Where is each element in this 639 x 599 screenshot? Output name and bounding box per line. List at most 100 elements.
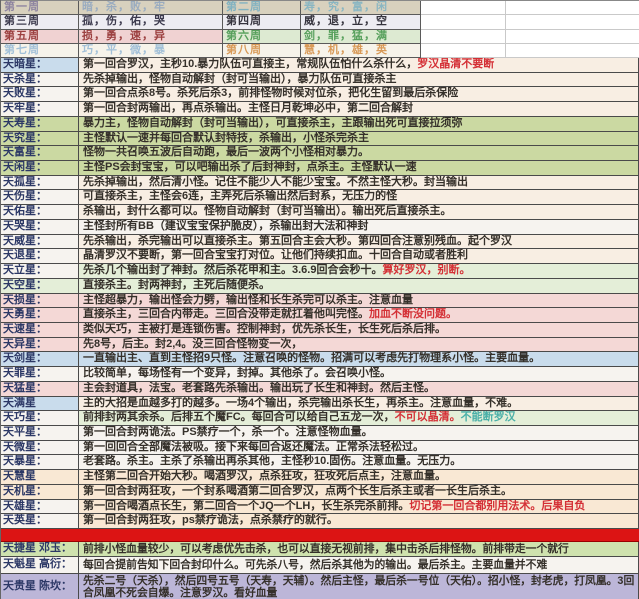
star-row: 天究星： 主怪默认一速并每回合默认封特技，杀输出，小怪杀完杀主 <box>1 131 639 147</box>
empty-grid-cell[interactable] <box>421 43 506 58</box>
star-name-cell[interactable]: 天哭星： <box>1 219 79 235</box>
star-desc-cell[interactable]: 主怪第二回合开始大秒。喝酒罗汉，点杀狂攻，狂攻死后点主，注意血量。 <box>79 470 639 485</box>
week-cell[interactable]: 慧，机，雄，英 <box>301 43 421 58</box>
star-name-cell[interactable]: 天巧星： <box>1 411 79 426</box>
boss-desc-cell[interactable]: 每回合提前告知下回合封印什么。可先杀八号，然后杀其他为的输出。最后杀主。主要血量… <box>79 557 639 574</box>
star-desc-cell[interactable]: 比较简单，每场怪有一个变异，封掉。其他杀了。会召唤小怪。 <box>79 367 639 382</box>
week-cell[interactable]: 损，勇，速，异 <box>79 29 223 44</box>
star-name-cell[interactable]: 天牢星： <box>1 102 79 117</box>
week-cell[interactable]: 第一周 <box>1 1 79 16</box>
week-cell[interactable]: 剑，罪，猛，满 <box>301 29 421 44</box>
empty-grid-cell[interactable] <box>506 29 639 44</box>
star-name-cell[interactable]: 天慧星 <box>1 470 79 485</box>
star-desc-cell[interactable]: 第一回合喝酒点长生，第二回合一个JQ一个LH，长生杀完杀前排。切记第一回合都别用… <box>79 499 639 515</box>
star-name-cell[interactable]: 天寿星： <box>1 116 79 132</box>
star-name-cell[interactable]: 天速星： <box>1 322 79 338</box>
star-row: 天满星 主的大招是血越多打的越多。一场4个输出，杀完输出杀长生，再杀主。注意血量，… <box>1 396 639 412</box>
star-desc-cell[interactable]: 暴力主，怪物自动解封（封可当输出），可直接杀主，主跟输出死可直接拉须弥 <box>79 116 639 132</box>
week-cell[interactable]: 第三周 <box>1 15 79 30</box>
star-row: 天寿星： 暴力主，怪物自动解封（封可当输出），可直接杀主，主跟输出死可直接拉须弥 <box>1 116 639 132</box>
star-desc-cell[interactable]: 直接杀主，三回合内带走。三回合没带走就扛着他叫完怪。加血不断没问题。 <box>79 308 639 323</box>
week-cell[interactable]: 暗，杀，败，牢 <box>79 1 223 16</box>
week-cell[interactable]: 巧，平，微，暴 <box>79 43 223 58</box>
star-desc-cell[interactable]: 第一回合封两狂攻，ps禁疗诡法，点杀禁疗的就行。 <box>79 514 639 529</box>
star-name-cell[interactable]: 天孤星： <box>1 175 79 191</box>
star-desc-cell[interactable]: 主会封道具，法宝。老套路先杀输出。输出玩了长生和神封。然后主怪。 <box>79 381 639 397</box>
week-cell[interactable]: 第四周 <box>223 15 301 30</box>
star-name-cell[interactable]: 天究星： <box>1 131 79 147</box>
star-desc-cell[interactable]: 先杀输出，杀完输出可以直接杀主。第五回合主会大秒。第四回合注意别残血。起个罗汉 <box>79 234 639 250</box>
star-name-cell[interactable]: 天猛星： <box>1 381 79 397</box>
week-row: 第一周 暗，杀，败，牢 第二周 寿，究，富，闲 <box>1 1 639 16</box>
star-desc-cell[interactable]: 主怪PS会封宝宝，可以吧输出杀了后封神封，点杀主。主怪默认一速 <box>79 161 639 176</box>
star-name-cell[interactable]: 天满星 <box>1 396 79 412</box>
week-cell[interactable]: 威，退，立，空 <box>301 15 421 30</box>
star-name-cell[interactable]: 天杀星： <box>1 72 79 88</box>
star-name-cell[interactable]: 天微星： <box>1 440 79 456</box>
week-cell[interactable]: 第二周 <box>223 1 301 16</box>
star-name-cell[interactable]: 天机星： <box>1 484 79 500</box>
star-desc-cell[interactable]: 主怪超暴力，输出怪会力劈，输出怪和长生杀完可以杀主。注意血量 <box>79 293 639 309</box>
star-desc-cell[interactable]: 第一回合封两诡法。PS禁疗一个，杀一个。注意怪物血量。 <box>79 425 639 441</box>
star-name-cell[interactable]: 天损星： <box>1 293 79 309</box>
star-desc-cell[interactable]: 先杀掉输出，然后清小怪。记住不能少人不能少宝宝。不然主怪大秒。封当输出 <box>79 175 639 191</box>
star-name-cell[interactable]: 天威星： <box>1 234 79 250</box>
empty-grid-cell[interactable] <box>421 29 506 44</box>
star-name-cell[interactable]: 天空星： <box>1 278 79 294</box>
star-desc-cell[interactable]: 杀输出，封什么都可以。怪物自动解封（封可当输出）。输出死后直接杀主。 <box>79 205 639 220</box>
star-desc-cell[interactable]: 类似天巧，主被打是连锁伤害。控制神封，优先杀长生，长生死后杀后排。 <box>79 322 639 338</box>
star-desc-cell[interactable]: 先8号，后主。封2,4。没三回合怪物变一次， <box>79 337 639 353</box>
star-name-cell[interactable]: 天伤星： <box>1 190 79 206</box>
star-desc-cell[interactable]: 老套路。杀主。主杀了杀输出再杀其他，主怪秒10.固伤。注意血量。无压力。 <box>79 455 639 471</box>
star-name-cell[interactable]: 天勇星： <box>1 308 79 323</box>
star-desc-cell[interactable]: 第一回合点杀8号。杀死后杀3，前排怪物时候对位杀，把化生留到最后杀保险 <box>79 87 639 103</box>
star-name-cell[interactable]: 天立星： <box>1 264 79 279</box>
star-name-cell[interactable]: 天败星： <box>1 87 79 103</box>
star-desc-cell[interactable]: 先杀掉输出，怪物自动解封（封可当输出），暴力队伍可直接杀主 <box>79 72 639 88</box>
empty-grid-cell[interactable] <box>506 15 639 30</box>
star-name-cell[interactable]: 天退星： <box>1 249 79 265</box>
star-desc-cell[interactable]: 第一回合罗汉，主秒10.暴力队伍可直接主，常规队伍怕什么杀什么，罗汉晶清不要断 <box>79 58 639 73</box>
star-desc-cell[interactable]: 第一回回合全部魔法被吸。接下来每回合返还魔法。正常杀法轻松过。 <box>79 440 639 456</box>
empty-grid-cell[interactable] <box>506 43 639 58</box>
star-desc-cell[interactable]: 一直输出主、直到主怪招9只怪。注意召唤的怪物。招满可以考虑先打物理系小怪。主要血… <box>79 352 639 368</box>
week-cell[interactable]: 寿，究，富，闲 <box>301 1 421 16</box>
week-cell[interactable]: 第六周 <box>223 29 301 44</box>
star-desc-cell[interactable]: 主怪封所有BB（建议宝宝保护脆皮），杀输出封大法和神封 <box>79 219 639 235</box>
star-name-cell[interactable]: 天雄星： <box>1 499 79 515</box>
desc-text-segment: 先8号，后主。封2,4。没三回合怪物变一次， <box>83 337 303 350</box>
boss-name-cell[interactable]: 天魁星 高衍： <box>1 557 79 574</box>
boss-name-cell[interactable]: 天捷星 邓玉： <box>1 542 79 557</box>
star-name-cell[interactable]: 天异星： <box>1 337 79 353</box>
star-name-cell[interactable]: 天富星： <box>1 146 79 162</box>
star-desc-cell[interactable]: 第一回合封两输出，再点杀输出。主怪日月乾坤必中，第二回合解封 <box>79 102 639 117</box>
star-row: 天机星： 第一回合封两狂攻，一个封系喝酒第二回合罗汉，点两个长生后杀主或者一长生后… <box>1 484 639 500</box>
star-desc-cell[interactable]: 直接杀主。封两神封，主死后随便杀。 <box>79 278 639 294</box>
star-desc-cell[interactable]: 可直接杀主，主怪会6连，主弄死后杀输出然后封系，无压力的怪 <box>79 190 639 206</box>
star-desc-cell[interactable]: 主的大招是血越多打的越多。一场4个输出，杀完输出杀长生，再杀主。注意血量，不难。 <box>79 396 639 412</box>
week-cell[interactable]: 第八周 <box>223 43 301 58</box>
boss-desc-cell[interactable]: 先杀二号（天杀），然后四号五号（天寿，天辅）。然后主怪，最后杀一号位（天佑）。招… <box>79 574 639 599</box>
star-desc-cell[interactable]: 怪物一共召唤五波后自动跑，最后一波两个小怪相对暴力。 <box>79 146 639 162</box>
star-name-cell[interactable]: 天暗星： <box>1 58 79 73</box>
star-desc-cell[interactable]: 先杀几个输出封了神封。然后杀花甲和主。3.6.9回合会秒十。算好罗汉，别断。 <box>79 264 639 279</box>
star-name-cell[interactable]: 天暴星： <box>1 455 79 471</box>
boss-name-cell[interactable]: 天贵星 陈坎： <box>1 574 79 599</box>
star-desc-cell[interactable]: 晶清罗汉不要断，第一回合宝宝打对位。让他们持续扣血。十回合自动或者胜利 <box>79 249 639 265</box>
star-desc-cell[interactable]: 主怪默认一速并每回合默认封特技，杀输出，小怪杀完杀主 <box>79 131 639 147</box>
star-desc-cell[interactable]: 第一回合封两狂攻，一个封系喝酒第二回合罗汉，点两个长生后杀主或者一长生后杀主。 <box>79 484 639 500</box>
star-name-cell[interactable]: 天闲星： <box>1 161 79 176</box>
empty-grid-cell[interactable] <box>421 15 506 30</box>
empty-grid-cell[interactable] <box>421 1 506 16</box>
star-name-cell[interactable]: 天佑星： <box>1 205 79 220</box>
empty-grid-cell[interactable] <box>506 1 639 16</box>
star-name-cell[interactable]: 天罪星： <box>1 367 79 382</box>
star-name-cell[interactable]: 天剑星： <box>1 352 79 368</box>
week-cell[interactable]: 孤，伤，佑，哭 <box>79 15 223 30</box>
week-cell[interactable]: 第五周 <box>1 29 79 44</box>
star-desc-cell[interactable]: 前排封两其余杀。后排五个魔FC。每回合可以给自己五龙一次，不可以晶清。不能断罗汉 <box>79 411 639 426</box>
boss-desc-cell[interactable]: 前排小怪血量较少，可以考虑优先击杀，也可以直接无视前排，集中击杀后排怪物。前排带… <box>79 542 639 557</box>
star-name-cell[interactable]: 天英星： <box>1 514 79 529</box>
star-name-cell[interactable]: 天平星： <box>1 425 79 441</box>
week-cell[interactable]: 第七周 <box>1 43 79 58</box>
